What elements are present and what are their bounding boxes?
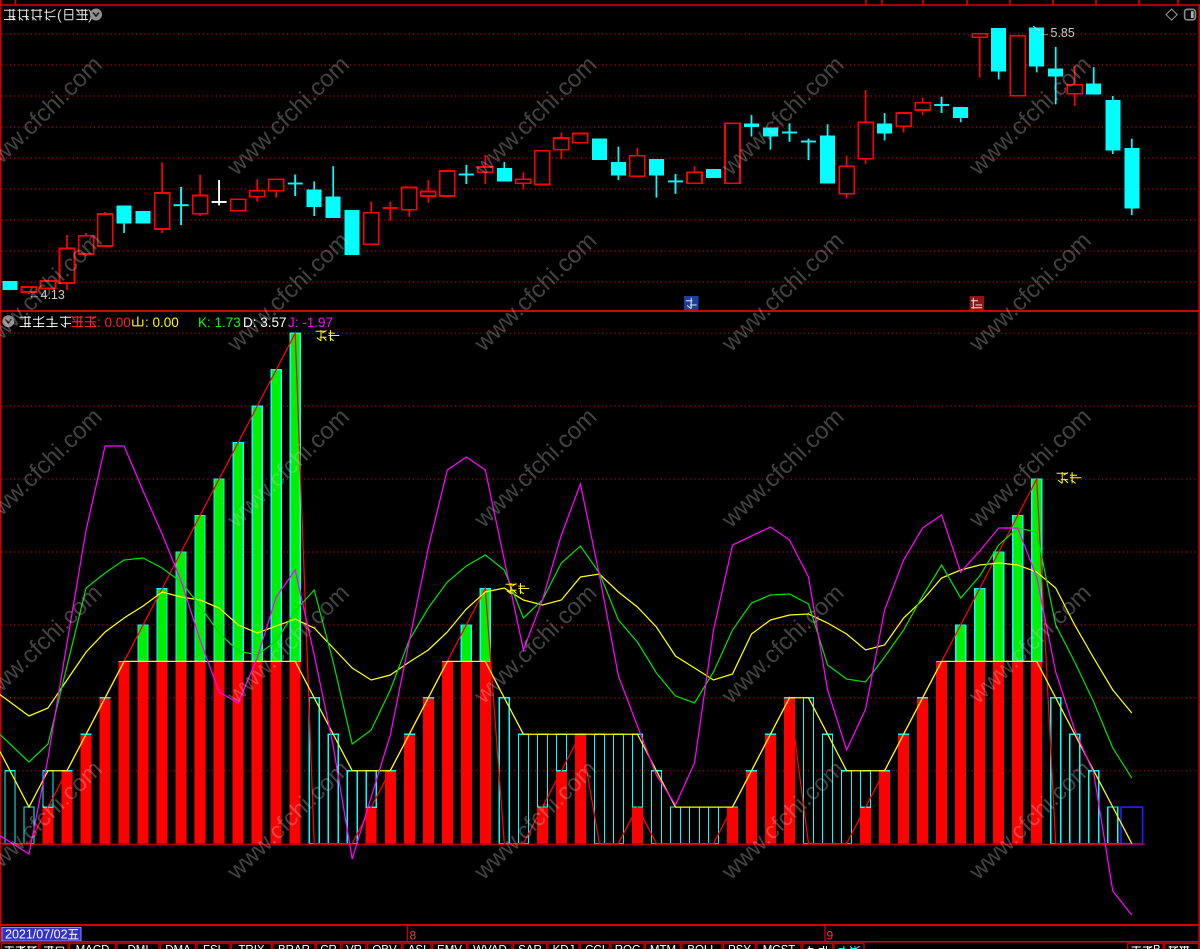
svg-text:J: -1.97: J: -1.97: [288, 315, 333, 330]
svg-text:DMA: DMA: [165, 945, 191, 949]
svg-text:2021/07/02: 2021/07/02: [5, 928, 68, 942]
svg-text:EMV: EMV: [437, 945, 462, 949]
svg-text:←5.85: ←5.85: [1038, 26, 1075, 40]
svg-text:KDJ: KDJ: [553, 945, 575, 949]
svg-text:ASI: ASI: [408, 945, 427, 949]
svg-text:: 0.00: : 0.00: [145, 315, 179, 330]
svg-text:PSY: PSY: [728, 945, 751, 949]
svg-text:ROC: ROC: [615, 945, 641, 949]
svg-text:CCI: CCI: [585, 945, 605, 949]
svg-text:9: 9: [827, 929, 834, 943]
svg-text:MTM: MTM: [650, 945, 676, 949]
svg-text:CR: CR: [320, 945, 337, 949]
svg-text:K: 1.73: K: 1.73: [198, 315, 241, 330]
svg-text:VR: VR: [346, 945, 362, 949]
svg-text:: 0.00: : 0.00: [97, 315, 131, 330]
svg-text:BOLL: BOLL: [687, 945, 717, 949]
svg-text:SAR: SAR: [518, 945, 542, 949]
svg-text:(: (: [57, 7, 62, 23]
svg-text:WVAD: WVAD: [473, 945, 507, 949]
svg-text:MCST: MCST: [763, 945, 796, 949]
svg-text:8: 8: [410, 929, 417, 943]
svg-text:D: 3.57: D: 3.57: [243, 315, 287, 330]
svg-text:MACD: MACD: [76, 945, 110, 949]
svg-text:BRAR: BRAR: [278, 945, 310, 949]
svg-text:FSL: FSL: [203, 945, 225, 949]
svg-text:B: B: [1153, 945, 1161, 949]
svg-text:←4.13: ←4.13: [28, 288, 65, 302]
svg-text:TRIX: TRIX: [238, 945, 265, 949]
svg-text:DMI: DMI: [127, 945, 148, 949]
svg-text:OBV: OBV: [372, 945, 397, 949]
